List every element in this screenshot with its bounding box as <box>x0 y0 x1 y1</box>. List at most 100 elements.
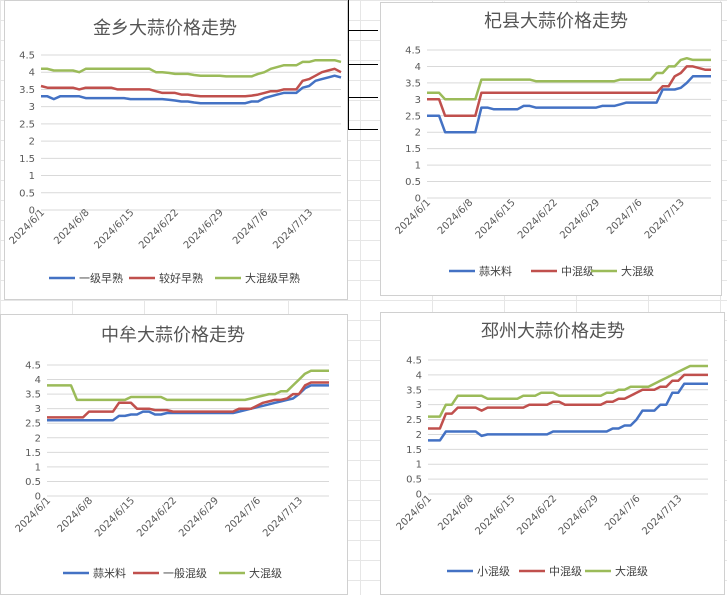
x-tick-label: 2024/6/15 <box>474 197 518 241</box>
x-tick-label: 2024/6/1 <box>395 493 435 533</box>
y-tick-label: 3 <box>415 95 421 106</box>
y-tick-label: 3 <box>29 102 35 113</box>
cell-border-line <box>348 30 378 31</box>
y-tick-label: 1.5 <box>406 445 422 456</box>
cell-border-line <box>348 0 349 130</box>
y-tick-label: 3.5 <box>405 78 421 89</box>
series-line <box>428 382 708 442</box>
legend-label: 中混级 <box>549 565 582 578</box>
x-tick-label: 2024/6/15 <box>473 493 517 537</box>
series-line <box>41 74 342 105</box>
chart-panel-jinxiang[interactable]: 金乡大蒜价格走势 0 0.5 1 1.5 2 2.5 3 3.5 4 4.5 2024/6/1 2024… <box>4 0 348 300</box>
y-tick-label: 1 <box>415 161 421 172</box>
legend-label: 大混级 <box>615 564 648 578</box>
series-line <box>427 56 711 101</box>
y-tick-label: 1 <box>35 462 41 473</box>
y-tick-label: 2 <box>416 430 422 441</box>
x-tick-label: 2024/6/29 <box>557 493 601 537</box>
y-tick-label: 4 <box>35 375 41 386</box>
x-tick-label: 2024/6/15 <box>93 495 137 539</box>
y-tick-label: 1 <box>29 171 35 182</box>
legend-label: 小混级 <box>477 565 510 578</box>
y-tick-label: 2.5 <box>406 415 422 426</box>
y-tick-label: 3.5 <box>25 390 41 401</box>
x-tick-label: 2024/7/13 <box>643 197 687 241</box>
y-tick-label: 4.5 <box>406 356 422 367</box>
x-tick-label: 2024/6/29 <box>177 495 221 539</box>
x-tick-label: 2024/6/8 <box>52 207 92 247</box>
x-tick-label: 2024/7/6 <box>605 197 645 237</box>
legend-label: 蒜米料 <box>479 264 512 278</box>
chart-title: 中牟大蒜价格走势 <box>101 325 245 346</box>
y-tick-label: 3 <box>416 400 422 411</box>
chart-panel-pizhou[interactable]: 邳州大蒜价格走势 0 0.5 1 1.5 2 2.5 3 3.5 4 4.5 2024/6/1 2024… <box>380 312 725 595</box>
x-tick-label: 2024/6/1 <box>14 495 54 535</box>
y-tick-label: 2.5 <box>25 419 41 430</box>
legend-label: 大混级 <box>249 566 282 580</box>
x-tick-label: 2024/6/1 <box>394 197 434 237</box>
x-tick-label: 2024/7/6 <box>224 495 264 535</box>
legend-label: 大混级 <box>621 264 654 278</box>
y-tick-label: 0.5 <box>25 477 41 488</box>
x-tick-label: 2024/6/29 <box>182 207 226 251</box>
x-tick-label: 2024/6/8 <box>436 197 476 237</box>
legend-label: 较好早熟 <box>159 271 203 285</box>
y-tick-label: 2 <box>29 137 35 148</box>
series-line <box>47 384 329 422</box>
x-tick-label: 2024/7/6 <box>231 207 271 247</box>
y-tick-label: 0 <box>35 492 41 503</box>
series-line <box>40 67 342 98</box>
series-line <box>47 369 329 402</box>
series-line <box>41 58 342 78</box>
series-line <box>47 381 329 419</box>
legend-label: 蒜米料 <box>93 566 126 580</box>
x-tick-label: 2024/7/13 <box>640 493 684 537</box>
y-tick-label: 0.5 <box>405 177 421 188</box>
legend-label: 一级早熟 <box>79 271 123 285</box>
legend-label: 中混级 <box>561 265 594 278</box>
x-tick-label: 2024/6/1 <box>8 207 48 247</box>
x-tick-label: 2024/6/22 <box>516 197 560 241</box>
cell-border-line <box>348 64 378 65</box>
cell-border-line <box>348 129 378 130</box>
y-tick-label: 0.5 <box>19 188 35 199</box>
y-tick-label: 0 <box>29 206 35 217</box>
x-tick-label: 2024/6/8 <box>56 495 96 535</box>
y-tick-label: 4.5 <box>405 46 421 57</box>
y-tick-label: 0 <box>415 194 421 205</box>
y-tick-label: 1.5 <box>25 448 41 459</box>
y-tick-label: 2 <box>415 128 421 139</box>
y-tick-label: 0 <box>416 490 422 501</box>
y-tick-label: 4.5 <box>25 361 41 372</box>
x-tick-label: 2024/6/22 <box>515 493 559 537</box>
x-tick-label: 2024/6/15 <box>92 207 136 251</box>
x-tick-label: 2024/7/6 <box>603 493 643 533</box>
cell-border-line <box>348 97 378 98</box>
series-line <box>428 373 708 430</box>
y-tick-label: 3.5 <box>406 385 422 396</box>
chart-panel-zhongmou[interactable]: 中牟大蒜价格走势 0 0.5 1 1.5 2 2.5 3 3.5 4 4.5 2024/6/1 2024… <box>0 314 348 595</box>
x-tick-label: 2024/7/13 <box>261 495 305 539</box>
legend-label: 一般混级 <box>163 567 207 580</box>
y-tick-label: 2 <box>35 433 41 444</box>
y-tick-label: 2.5 <box>405 111 421 122</box>
y-tick-label: 1.5 <box>405 144 421 155</box>
series-line <box>428 364 708 418</box>
y-tick-label: 2.5 <box>19 119 35 130</box>
legend-label: 大混级早熟 <box>245 271 300 285</box>
y-tick-label: 3.5 <box>19 85 35 96</box>
chart-panel-qixian[interactable]: 杞县大蒜价格走势 0 0.5 1 1.5 2 2.5 3 3.5 4 4.5 2024/6/1 2024… <box>380 2 722 296</box>
y-tick-label: 4 <box>416 370 422 381</box>
x-tick-label: 2024/7/13 <box>271 207 315 251</box>
chart-title: 邳州大蒜价格走势 <box>481 321 625 342</box>
y-tick-label: 4 <box>29 68 35 79</box>
y-tick-label: 0.5 <box>406 475 422 486</box>
x-tick-label: 2024/6/8 <box>436 493 476 533</box>
y-tick-label: 4.5 <box>19 51 35 62</box>
x-tick-label: 2024/6/22 <box>137 207 181 251</box>
y-tick-label: 4 <box>415 62 421 73</box>
